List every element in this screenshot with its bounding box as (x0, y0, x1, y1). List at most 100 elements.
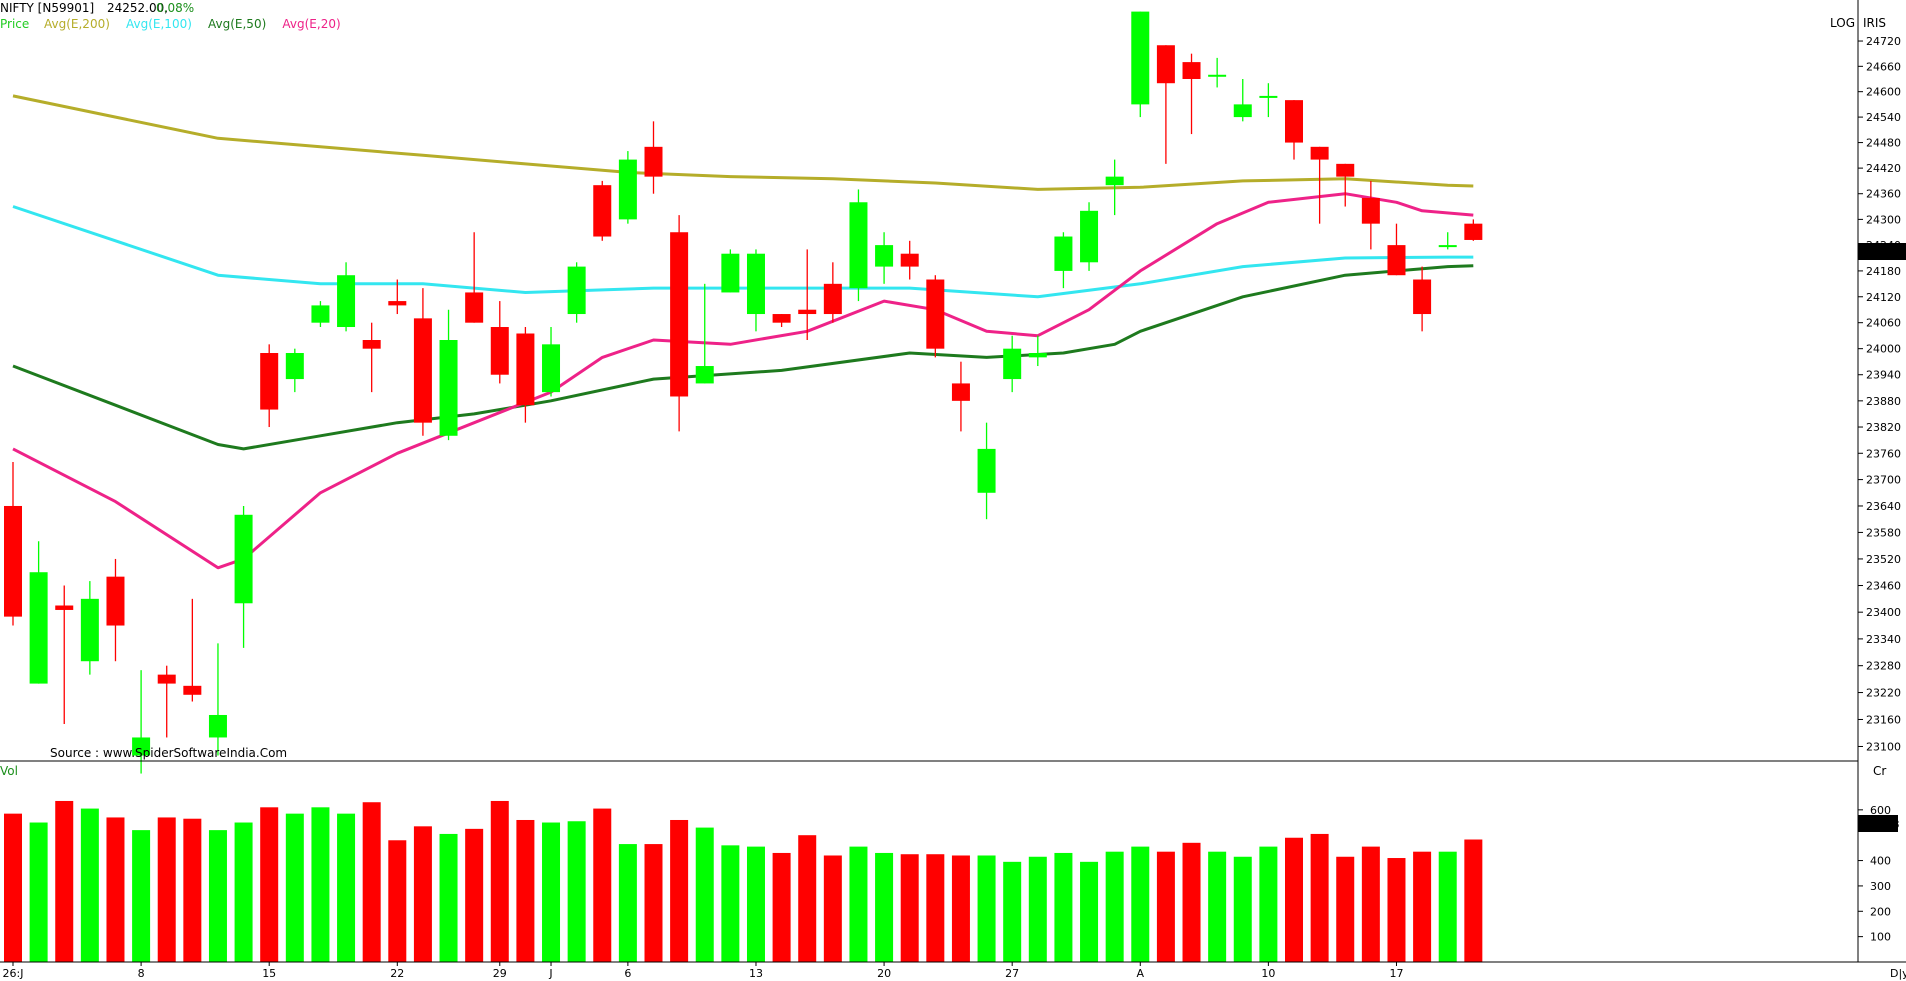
candle-body (695, 366, 714, 384)
candle-body (1259, 95, 1278, 98)
volume-bar (1233, 856, 1252, 962)
candle-body (618, 159, 637, 220)
volume-tick-label: 600 (1870, 804, 1891, 817)
price-tick-label: 23760 (1866, 447, 1901, 460)
candle (951, 361, 970, 432)
candle-body (4, 505, 22, 617)
candle-body (465, 292, 484, 323)
candle-body (926, 279, 945, 349)
legend-item[interactable]: Price (0, 17, 29, 31)
price-tick-label: 24120 (1866, 291, 1901, 304)
candle-body (593, 185, 612, 237)
volume-bar (362, 802, 381, 962)
candle-body (1028, 353, 1047, 358)
candle-body (670, 232, 689, 397)
price-tick-label: 23100 (1866, 740, 1901, 753)
candle-body (439, 340, 458, 436)
volume-bar (208, 830, 227, 962)
candle (695, 283, 714, 384)
price-tick-label: 24420 (1866, 162, 1901, 175)
volume-bar (1054, 852, 1073, 962)
candle-body (157, 674, 176, 684)
candle-body (1208, 74, 1227, 77)
volume-bar (977, 855, 996, 962)
volume-bar (388, 840, 407, 962)
candle (80, 581, 99, 675)
legend-item[interactable]: Avg(E,20) (282, 17, 340, 31)
candle (1310, 146, 1329, 224)
candle (285, 348, 304, 393)
candle-body (311, 305, 330, 323)
volume-bar (1438, 851, 1457, 962)
candle-body (900, 253, 919, 267)
volume-bar (260, 807, 279, 962)
ema200-line (12, 94, 1474, 191)
volume-bar (1028, 856, 1047, 962)
volume-bar (465, 828, 484, 962)
candle-body (567, 266, 586, 315)
current-price-value: 24252.0 (1860, 246, 1906, 259)
candles (4, 11, 1483, 774)
candle-body (132, 737, 151, 756)
volume-bar (55, 800, 74, 962)
volume-bar (285, 813, 304, 962)
candle (798, 249, 817, 341)
candle-body (1131, 11, 1150, 105)
candle (1413, 266, 1432, 332)
price-tick-label: 24540 (1866, 111, 1901, 124)
candle-body (1310, 146, 1329, 160)
price-label: 24252.00, (107, 1, 168, 15)
volume-bar (644, 844, 663, 962)
volume-tick-label: 400 (1870, 855, 1891, 868)
candle (644, 121, 663, 194)
volume-bar (875, 852, 894, 962)
candle-body (55, 605, 74, 610)
price-tick-label: 23160 (1866, 713, 1901, 726)
candle-body (388, 301, 407, 306)
volume-bar (695, 827, 714, 962)
candle-body (337, 275, 356, 328)
legend-item[interactable]: Avg(E,200) (44, 17, 110, 31)
candle (542, 327, 561, 397)
volume-bar (234, 822, 253, 962)
candle (977, 422, 996, 520)
candle (388, 279, 407, 315)
legend-item[interactable]: Avg(E,50) (208, 17, 266, 31)
candle (1003, 335, 1022, 393)
candle (1387, 223, 1406, 276)
price-tick-label: 23700 (1866, 474, 1901, 487)
volume-bar (1156, 851, 1175, 962)
price-tick-label: 24480 (1866, 137, 1901, 150)
candle (823, 262, 842, 323)
volume-bar (618, 844, 637, 962)
candle (1182, 53, 1201, 135)
candle-body (1464, 223, 1483, 240)
candle (721, 249, 740, 293)
volume-bar (1285, 837, 1303, 962)
candle (1208, 57, 1227, 88)
candle-body (234, 514, 253, 604)
price-tick-label: 24180 (1866, 265, 1901, 278)
date-tick-label: A (1137, 967, 1145, 980)
candle (439, 309, 458, 441)
iris-toggle[interactable]: IRIS (1863, 16, 1886, 30)
volume-bar (746, 846, 765, 962)
volume-bar (1413, 851, 1432, 962)
candle-body (208, 714, 227, 738)
volume-bar (337, 813, 356, 962)
change-label: 0.08% (156, 1, 194, 15)
period-label[interactable]: D|y (1890, 967, 1906, 980)
volume-bar (593, 808, 612, 962)
candle (1336, 163, 1355, 207)
candle-body (1105, 176, 1124, 186)
candle (516, 327, 535, 423)
legend-item[interactable]: Avg(E,100) (126, 17, 192, 31)
price-tick-label: 23640 (1866, 500, 1901, 513)
candle-body (260, 353, 279, 410)
price-tick-label: 24000 (1866, 343, 1901, 356)
price-tick-label: 23280 (1866, 660, 1901, 673)
log-scale-toggle[interactable]: LOG (1830, 16, 1855, 30)
date-axis: 26:J 8 15 22 29 J 6 13 20 27 A 10 17 (3, 962, 1403, 980)
candle-body (1413, 279, 1432, 315)
price-tick-label: 24060 (1866, 317, 1901, 330)
